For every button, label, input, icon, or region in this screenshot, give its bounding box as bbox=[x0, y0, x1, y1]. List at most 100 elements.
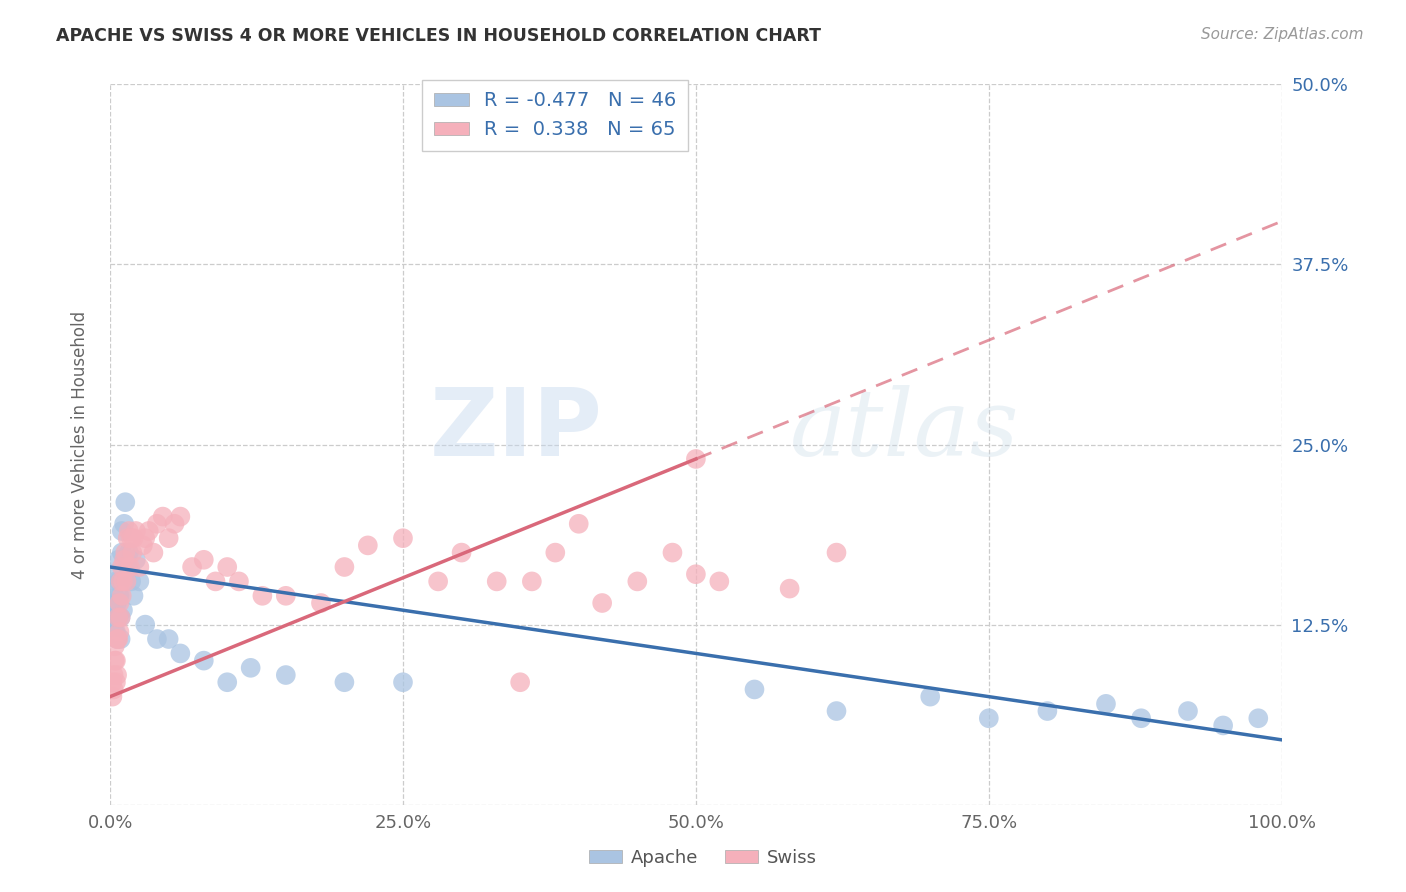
Point bbox=[309, 596, 332, 610]
Point bbox=[122, 589, 145, 603]
Point bbox=[134, 531, 156, 545]
Point bbox=[252, 589, 274, 603]
Point bbox=[146, 632, 169, 646]
Point bbox=[163, 516, 186, 531]
Point bbox=[544, 546, 567, 560]
Point bbox=[105, 668, 128, 682]
Y-axis label: 4 or more Vehicles in Household: 4 or more Vehicles in Household bbox=[72, 310, 89, 579]
Point bbox=[591, 596, 613, 610]
Point bbox=[111, 589, 134, 603]
Point bbox=[118, 560, 141, 574]
Point bbox=[217, 675, 239, 690]
Point bbox=[122, 531, 145, 545]
Text: atlas: atlas bbox=[790, 385, 1019, 475]
Point bbox=[1177, 704, 1199, 718]
Point bbox=[1095, 697, 1118, 711]
Point bbox=[105, 632, 128, 646]
Legend: Apache, Swiss: Apache, Swiss bbox=[582, 842, 824, 874]
Point bbox=[825, 704, 848, 718]
Point bbox=[134, 617, 156, 632]
Point bbox=[104, 639, 127, 653]
Point bbox=[427, 574, 450, 589]
Point bbox=[228, 574, 250, 589]
Point bbox=[117, 560, 139, 574]
Point bbox=[357, 538, 380, 552]
Point bbox=[568, 516, 591, 531]
Text: ZIP: ZIP bbox=[429, 384, 602, 476]
Point bbox=[125, 553, 148, 567]
Point bbox=[239, 661, 262, 675]
Point bbox=[101, 567, 124, 582]
Point bbox=[1036, 704, 1059, 718]
Point bbox=[111, 546, 134, 560]
Point bbox=[104, 624, 127, 639]
Point bbox=[1130, 711, 1153, 725]
Point bbox=[520, 574, 543, 589]
Point bbox=[108, 624, 131, 639]
Point bbox=[274, 668, 297, 682]
Text: APACHE VS SWISS 4 OR MORE VEHICLES IN HOUSEHOLD CORRELATION CHART: APACHE VS SWISS 4 OR MORE VEHICLES IN HO… bbox=[56, 27, 821, 45]
Point bbox=[111, 603, 134, 617]
Point bbox=[105, 596, 128, 610]
Point bbox=[120, 574, 142, 589]
Point bbox=[193, 553, 215, 567]
Point bbox=[104, 654, 127, 668]
Point bbox=[485, 574, 508, 589]
Point bbox=[108, 589, 131, 603]
Point bbox=[110, 574, 132, 589]
Point bbox=[103, 682, 125, 697]
Point bbox=[108, 596, 131, 610]
Point bbox=[103, 610, 125, 624]
Point bbox=[110, 610, 132, 624]
Point bbox=[169, 509, 191, 524]
Legend: R = -0.477   N = 46, R =  0.338   N = 65: R = -0.477 N = 46, R = 0.338 N = 65 bbox=[422, 79, 689, 151]
Point bbox=[661, 546, 683, 560]
Point bbox=[709, 574, 731, 589]
Point bbox=[217, 560, 239, 574]
Point bbox=[114, 495, 136, 509]
Point bbox=[193, 654, 215, 668]
Point bbox=[111, 560, 134, 574]
Point bbox=[685, 567, 707, 582]
Point bbox=[117, 531, 139, 545]
Point bbox=[685, 452, 707, 467]
Text: Source: ZipAtlas.com: Source: ZipAtlas.com bbox=[1201, 27, 1364, 42]
Point bbox=[101, 675, 124, 690]
Point bbox=[104, 654, 127, 668]
Point bbox=[111, 574, 134, 589]
Point bbox=[1212, 718, 1234, 732]
Point bbox=[920, 690, 942, 704]
Point bbox=[107, 610, 129, 624]
Point bbox=[111, 524, 134, 538]
Point bbox=[107, 610, 129, 624]
Point bbox=[1247, 711, 1270, 725]
Point bbox=[825, 546, 848, 560]
Point bbox=[104, 624, 127, 639]
Point bbox=[112, 553, 135, 567]
Point bbox=[115, 574, 138, 589]
Point bbox=[125, 524, 148, 538]
Point bbox=[181, 560, 204, 574]
Point bbox=[108, 574, 131, 589]
Point bbox=[626, 574, 648, 589]
Point bbox=[152, 509, 174, 524]
Point bbox=[274, 589, 297, 603]
Point bbox=[450, 546, 472, 560]
Point bbox=[977, 711, 1000, 725]
Point bbox=[104, 574, 127, 589]
Point bbox=[333, 675, 356, 690]
Point bbox=[204, 574, 226, 589]
Point bbox=[157, 632, 180, 646]
Point bbox=[114, 546, 136, 560]
Point bbox=[392, 675, 415, 690]
Point bbox=[103, 596, 125, 610]
Point bbox=[128, 574, 150, 589]
Point bbox=[169, 647, 191, 661]
Point bbox=[146, 516, 169, 531]
Point bbox=[779, 582, 801, 596]
Point bbox=[120, 531, 142, 545]
Point bbox=[142, 546, 165, 560]
Point bbox=[509, 675, 531, 690]
Point bbox=[132, 538, 155, 552]
Point bbox=[138, 524, 160, 538]
